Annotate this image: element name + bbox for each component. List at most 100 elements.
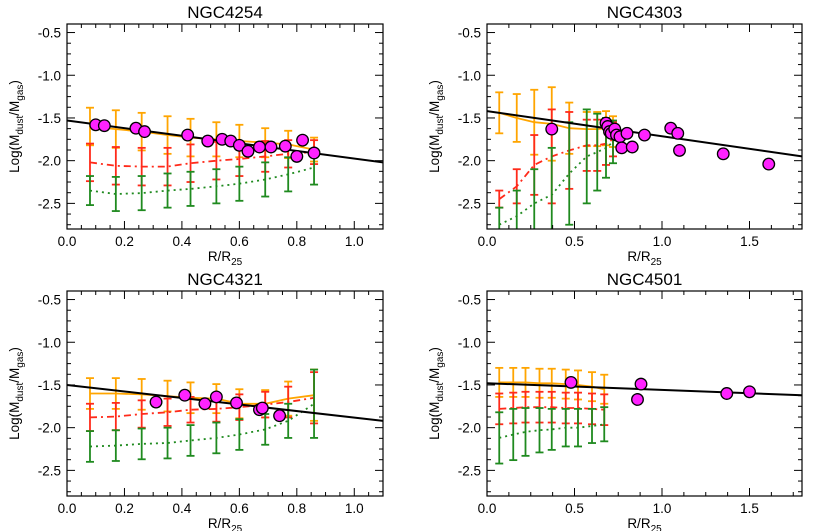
chart-panel-2: 0.0 0.5 1.0 1.5 -2.5 -2.0 -1.5 -1.0 -0.5 NGC4303 R… (427, 3, 803, 268)
y-tick-label: -1.0 (38, 68, 61, 83)
y-axis-label-part: /M (427, 101, 442, 116)
x-tick-label: 0.6 (230, 234, 249, 249)
y-tick-label: -2.5 (38, 463, 61, 478)
x-tick-label: 0.2 (115, 234, 134, 249)
panel-title: NGC4501 (607, 270, 683, 289)
data-point (625, 140, 639, 154)
y-tick-label: -0.5 (458, 26, 481, 41)
x-tick-label: 0.5 (565, 501, 584, 516)
data-point (181, 128, 195, 142)
data-point (201, 134, 215, 148)
data-point (564, 375, 578, 389)
y-axis-label-part: Log(M (7, 402, 22, 440)
x-tick-label: 0.0 (478, 234, 497, 249)
y-tick-label: -2.0 (38, 421, 61, 436)
x-tick-label: 1.5 (740, 234, 759, 249)
x-axis-label-sub: 25 (231, 257, 243, 268)
data-point (743, 385, 756, 399)
x-tick-label: 1.0 (653, 234, 672, 249)
y-tick-label: -2.0 (38, 154, 61, 169)
panel-title: NGC4303 (607, 3, 683, 22)
y-tick-label: -2.0 (458, 421, 481, 436)
y-tick-label: -1.0 (38, 335, 61, 350)
data-point (638, 128, 651, 142)
y-axis-label-part: /M (427, 368, 442, 383)
y-axis-label-sub: dust (15, 383, 26, 402)
y-tick-label: -2.5 (38, 196, 61, 211)
y-axis-label-part: ) (7, 80, 22, 85)
plot-data-area (487, 86, 802, 229)
y-axis-label-part: ) (7, 347, 22, 352)
y-axis-label-part: ) (427, 347, 442, 352)
x-tick-label: 0.2 (115, 501, 134, 516)
data-point (671, 126, 685, 140)
y-tick-label: -0.5 (38, 293, 61, 308)
data-point (253, 140, 266, 154)
x-tick-label: 0.4 (173, 234, 192, 249)
y-axis-label: Log(Mdust/Mgas) (427, 80, 446, 173)
data-point (290, 149, 304, 163)
y-tick-label: -1.0 (458, 68, 481, 83)
y-tick-label: -1.5 (458, 111, 481, 126)
data-point (255, 401, 269, 415)
x-axis-label-main: R/R (627, 516, 651, 531)
y-tick-label: -1.5 (458, 378, 481, 393)
y-axis-label: Log(Mdust/Mgas) (427, 347, 446, 440)
x-axis-label-main: R/R (208, 249, 232, 264)
x-axis-label-main: R/R (208, 516, 232, 531)
x-tick-label: 0.4 (173, 501, 192, 516)
data-point (178, 388, 192, 402)
data-point (230, 396, 243, 410)
plot-data-area (67, 368, 383, 463)
plot-data-area (487, 366, 802, 465)
x-tick-label: 0.8 (287, 501, 306, 516)
x-axis-label: R/R25 (627, 249, 662, 268)
series-line-red (89, 151, 315, 168)
y-tick-label: -1.0 (458, 335, 481, 350)
y-tick-label: -2.5 (458, 196, 481, 211)
data-point (241, 144, 255, 158)
data-point (149, 395, 163, 409)
chart-panel-1: 0.0 0.2 0.4 0.6 0.8 1.0 -2.5 -2.0 -1.5 -1.0 -0.5 NG… (7, 3, 384, 268)
data-point (307, 146, 321, 160)
y-axis-label-part: Log(M (427, 135, 442, 173)
y-tick-label: -0.5 (458, 293, 481, 308)
x-axis-label: R/R25 (208, 249, 243, 268)
x-tick-label: 1.5 (740, 501, 759, 516)
chart-panel-4: 0.0 0.5 1.0 1.5 -2.5 -2.0 -1.5 -1.0 -0.5 NGC4501 R… (427, 270, 803, 531)
data-point (198, 397, 212, 411)
y-axis-label-sub: dust (435, 383, 446, 402)
y-tick-label: -0.5 (38, 26, 61, 41)
y-axis-label-sub: dust (435, 116, 446, 135)
y-axis-label: Log(Mdust/Mgas) (7, 347, 26, 440)
data-point (615, 141, 629, 155)
y-axis-label-sub: gas (435, 352, 446, 368)
series-line-green (89, 166, 315, 195)
data-point (209, 390, 223, 404)
y-tick-label: -2.0 (458, 154, 481, 169)
x-tick-label: 0.0 (58, 501, 77, 516)
y-axis-label-part: /M (7, 101, 22, 116)
x-tick-label: 1.0 (345, 501, 364, 516)
panel-title: NGC4321 (187, 270, 263, 289)
panel-title: NGC4254 (187, 3, 263, 22)
y-axis-label-sub: gas (15, 85, 26, 101)
chart-panel-3: 0.0 0.2 0.4 0.6 0.8 1.0 -2.5 -2.0 -1.5 -1.0 -0.5 NG… (7, 270, 384, 531)
x-tick-label: 1.0 (345, 234, 364, 249)
x-axis-label: R/R25 (627, 516, 662, 531)
y-tick-label: -2.5 (458, 463, 481, 478)
x-axis-label-sub: 25 (651, 524, 663, 531)
fit-line (67, 383, 383, 422)
data-point (278, 139, 292, 153)
plot-frame (486, 23, 803, 230)
y-axis-label-sub: gas (15, 352, 26, 368)
x-axis-label-main: R/R (627, 249, 651, 264)
x-axis-label-sub: 25 (651, 257, 663, 268)
x-tick-label: 0.8 (287, 234, 306, 249)
data-point (264, 140, 278, 154)
data-point (716, 147, 730, 161)
x-tick-label: 0.6 (230, 501, 249, 516)
data-point (296, 133, 310, 147)
data-point (673, 143, 686, 157)
